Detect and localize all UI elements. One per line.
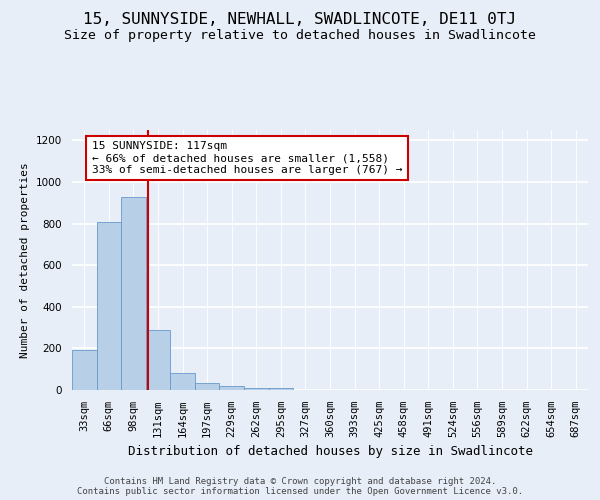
Text: 15 SUNNYSIDE: 117sqm
← 66% of detached houses are smaller (1,558)
33% of semi-de: 15 SUNNYSIDE: 117sqm ← 66% of detached h… (92, 142, 402, 174)
Bar (170, 374, 195, 390)
Text: Size of property relative to detached houses in Swadlincote: Size of property relative to detached ho… (64, 29, 536, 42)
Bar (195, 382, 220, 390)
Bar (269, 388, 293, 390)
Bar (146, 330, 170, 390)
Bar (121, 196, 146, 390)
Bar (72, 350, 97, 390)
Bar (97, 222, 121, 390)
Bar (244, 388, 269, 390)
Bar (220, 386, 244, 390)
Text: Contains HM Land Registry data © Crown copyright and database right 2024.
Contai: Contains HM Land Registry data © Crown c… (77, 476, 523, 496)
Y-axis label: Number of detached properties: Number of detached properties (20, 162, 31, 358)
Text: 15, SUNNYSIDE, NEWHALL, SWADLINCOTE, DE11 0TJ: 15, SUNNYSIDE, NEWHALL, SWADLINCOTE, DE1… (83, 12, 517, 28)
Text: Distribution of detached houses by size in Swadlincote: Distribution of detached houses by size … (128, 444, 533, 458)
